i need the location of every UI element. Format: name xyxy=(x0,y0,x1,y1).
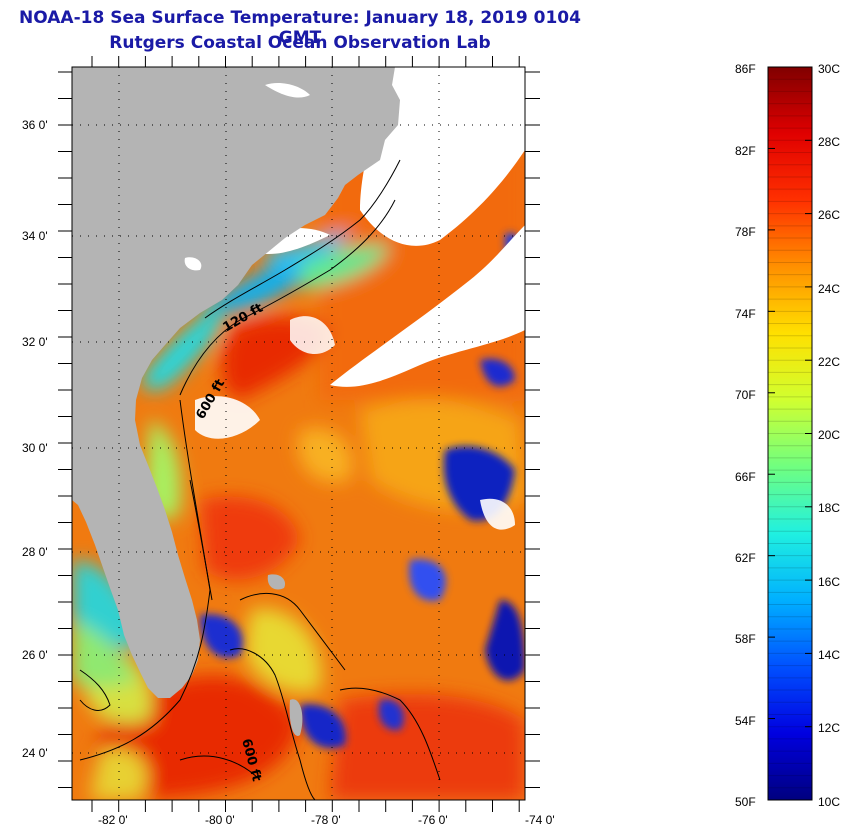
c-label: 12C xyxy=(818,721,840,735)
map-ticks xyxy=(58,56,540,812)
c-label: 28C xyxy=(818,135,840,149)
title-line-1: NOAA-18 Sea Surface Temperature: January… xyxy=(19,8,581,48)
us-mainland xyxy=(72,67,400,698)
f-label: 82F xyxy=(735,144,756,158)
c-label: 30C xyxy=(818,62,840,76)
grand-bahama xyxy=(267,574,286,590)
map-frame xyxy=(71,66,526,801)
c-label: 20C xyxy=(818,428,840,442)
latitude-labels: 36 0' 34 0' 32 0' 30 0' 28 0' 26 0' 24 0… xyxy=(22,118,48,760)
f-label: 66F xyxy=(735,470,756,484)
c-label: 16C xyxy=(818,575,840,589)
c-label: 22C xyxy=(818,355,840,369)
lat-label: 28 0' xyxy=(22,545,48,559)
depth-contours xyxy=(79,159,441,800)
map-image: 120 ft 600 ft 600 ft xyxy=(72,67,525,800)
cloud-cover xyxy=(195,67,525,530)
colorbar-bands xyxy=(768,78,812,789)
f-label: 54F xyxy=(735,714,756,728)
c-label: 26C xyxy=(818,208,840,222)
lat-label: 34 0' xyxy=(22,229,48,243)
colorbar xyxy=(768,67,812,800)
lon-label: -76 0' xyxy=(418,813,448,827)
title-line-2: Rutgers Coastal Ocean Observation Lab xyxy=(109,33,491,53)
lat-label: 24 0' xyxy=(22,746,48,760)
f-label: 86F xyxy=(735,62,756,76)
celsius-labels: 30C 28C 26C 24C 22C 20C 18C 16C 14C 12C … xyxy=(818,62,840,809)
f-label: 50F xyxy=(735,795,756,809)
colorbar-ticks xyxy=(768,66,812,801)
c-label: 14C xyxy=(818,648,840,662)
longitude-labels: -82 0' -80 0' -78 0' -76 0' -74 0' xyxy=(98,813,555,827)
lat-label: 30 0' xyxy=(22,441,48,455)
f-label: 70F xyxy=(735,388,756,402)
c-label: 24C xyxy=(818,282,840,296)
lat-label: 32 0' xyxy=(22,335,48,349)
lon-label: -74 0' xyxy=(525,813,555,827)
lon-label: -82 0' xyxy=(98,813,128,827)
lat-label: 26 0' xyxy=(22,648,48,662)
f-label: 58F xyxy=(735,632,756,646)
c-label: 18C xyxy=(818,501,840,515)
fahrenheit-labels: 86F 82F 78F 74F 70F 66F 62F 58F 54F 50F xyxy=(735,62,756,809)
lon-label: -80 0' xyxy=(205,813,235,827)
f-label: 62F xyxy=(735,551,756,565)
lat-label: 36 0' xyxy=(22,118,48,132)
f-label: 78F xyxy=(735,225,756,239)
f-label: 74F xyxy=(735,307,756,321)
c-label: 10C xyxy=(818,795,840,809)
andros-island xyxy=(289,699,303,736)
lon-label: -78 0' xyxy=(311,813,341,827)
